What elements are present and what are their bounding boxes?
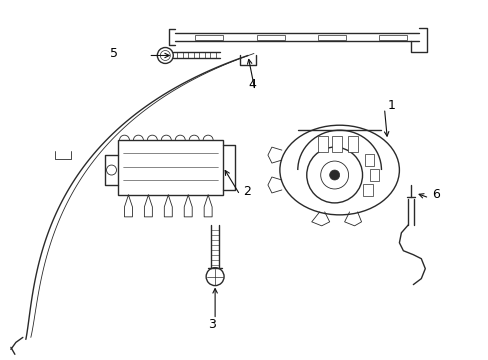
Bar — [317, 35, 345, 40]
Circle shape — [306, 147, 362, 203]
Bar — [347, 136, 357, 152]
Circle shape — [320, 161, 348, 189]
Bar — [364, 154, 374, 166]
Bar — [362, 184, 372, 196]
Circle shape — [329, 170, 339, 180]
Text: 3: 3 — [208, 318, 216, 331]
Bar — [317, 136, 327, 152]
Circle shape — [157, 48, 173, 63]
Text: 1: 1 — [386, 99, 394, 112]
Bar — [379, 35, 407, 40]
Bar — [369, 169, 379, 181]
Text: 5: 5 — [110, 47, 118, 60]
Circle shape — [106, 165, 116, 175]
Circle shape — [206, 268, 224, 285]
Bar — [118, 140, 223, 195]
Bar — [331, 136, 341, 152]
Text: 2: 2 — [243, 185, 250, 198]
Bar — [195, 35, 223, 40]
Circle shape — [160, 50, 170, 60]
Text: 6: 6 — [431, 188, 439, 202]
Ellipse shape — [279, 125, 399, 215]
Text: 4: 4 — [247, 78, 255, 91]
Bar — [256, 35, 284, 40]
